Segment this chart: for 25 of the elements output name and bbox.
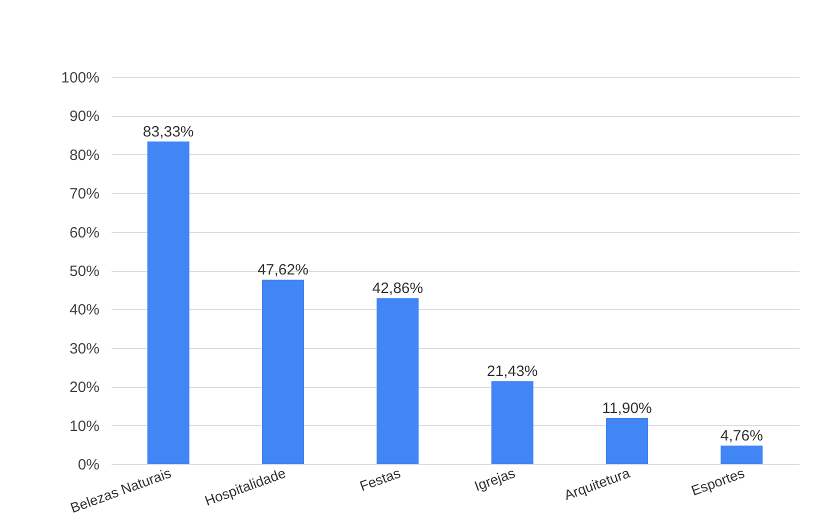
y-tick-label: 60% <box>69 224 100 242</box>
y-tick-label: 80% <box>69 146 100 164</box>
y-tick-label: 40% <box>69 302 100 319</box>
bar <box>376 298 419 464</box>
x-tick-label: Festas <box>358 464 402 494</box>
data-label: 11,90% <box>602 400 652 417</box>
data-label: 47,62% <box>258 262 308 279</box>
y-tick-label: 90% <box>69 108 100 126</box>
bar <box>147 142 190 464</box>
y-tick-label: 10% <box>69 418 100 435</box>
bar <box>606 418 648 464</box>
data-label: 42,86% <box>372 280 424 298</box>
y-tick-label: 100% <box>61 70 100 86</box>
y-tick-label: 70% <box>69 186 100 203</box>
y-tick-label: 30% <box>69 340 100 358</box>
y-tick-label: 20% <box>69 379 100 396</box>
y-tick-label: 0% <box>78 456 100 474</box>
bar <box>491 381 534 464</box>
bar <box>262 280 304 464</box>
bar <box>720 446 763 464</box>
x-tick-label: Igrejas <box>472 464 518 494</box>
data-label: 4,76% <box>720 428 763 445</box>
data-label: 21,43% <box>486 363 538 380</box>
data-label: 83,33% <box>142 124 194 141</box>
y-tick-label: 50% <box>69 263 100 280</box>
